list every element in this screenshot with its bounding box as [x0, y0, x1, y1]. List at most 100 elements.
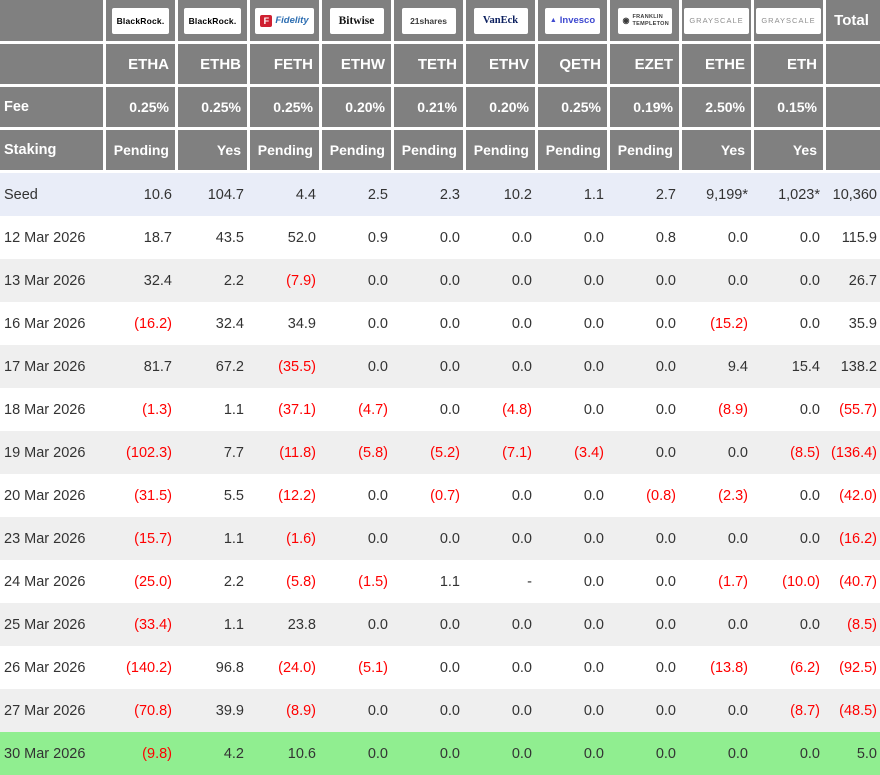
ticker-ethv[interactable]: ETHV [466, 44, 538, 87]
date-cell: 13 Mar 2026 [0, 259, 106, 302]
flow-value-cell: 0.0 [394, 517, 466, 560]
staking-row-label: Staking [0, 130, 106, 173]
flow-value-cell: 0.0 [538, 259, 610, 302]
flow-value-cell: (4.7) [322, 388, 394, 431]
flow-value-cell: 0.0 [754, 388, 826, 431]
franklin-logo[interactable]: ◉ FRANKLIN TEMPLETON [617, 7, 672, 34]
issuer-logo-cell: ◉ FRANKLIN TEMPLETON [610, 0, 682, 44]
flow-value-cell: 0.0 [466, 259, 538, 302]
invesco-logo[interactable]: ▲ Invesco [544, 7, 601, 34]
invesco-triangle-icon: ▲ [549, 17, 557, 24]
ticker-eth[interactable]: ETH [754, 44, 826, 87]
issuer-logo-cell: VanEck [466, 0, 538, 44]
grayscale-wordmark: GRAYSCALE [689, 16, 744, 25]
flow-value-cell: 0.0 [754, 603, 826, 646]
ticker-etha[interactable]: ETHA [106, 44, 178, 87]
flow-value-cell: 0.0 [322, 474, 394, 517]
flow-value-cell: (40.7) [826, 560, 880, 603]
flow-value-cell: 0.0 [466, 474, 538, 517]
21shares-logo[interactable]: 21shares [401, 7, 456, 34]
flow-value-cell: 0.0 [610, 732, 682, 775]
fee-value: 0.20% [466, 87, 538, 130]
table-header: BlackRock. BlackRock. F Fidelity Bitwise 21sh… [0, 0, 880, 173]
ticker-teth[interactable]: TETH [394, 44, 466, 87]
blackrock-logo[interactable]: BlackRock. [111, 7, 170, 34]
date-cell: 16 Mar 2026 [0, 302, 106, 345]
fee-value: 0.25% [178, 87, 250, 130]
flow-value-cell: (5.8) [250, 560, 322, 603]
grayscale-wordmark: GRAYSCALE [761, 16, 816, 25]
table-row: 26 Mar 2026 (140.2) 96.8 (24.0) (5.1) 0.0 0.0 0… [0, 646, 880, 689]
flow-value-cell: (4.8) [466, 388, 538, 431]
flow-value-cell: 0.0 [682, 517, 754, 560]
ticker-ethb[interactable]: ETHB [178, 44, 250, 87]
staking-value: Pending [610, 130, 682, 173]
table-row: 20 Mar 2026 (31.5) 5.5 (12.2) 0.0 (0.7) 0.0 0.0… [0, 474, 880, 517]
flow-value-cell: 1.1 [178, 603, 250, 646]
flow-value-cell: 15.4 [754, 345, 826, 388]
flow-value-cell: 10.6 [250, 732, 322, 775]
date-cell: 23 Mar 2026 [0, 517, 106, 560]
flow-value-cell: 0.0 [466, 732, 538, 775]
table-row: 12 Mar 2026 18.7 43.5 52.0 0.9 0.0 0.0 0.0 0.8 0.… [0, 216, 880, 259]
flow-value-cell: (0.7) [394, 474, 466, 517]
blackrock-logo[interactable]: BlackRock. [183, 7, 242, 34]
flow-value-cell: (5.1) [322, 646, 394, 689]
date-cell: 24 Mar 2026 [0, 560, 106, 603]
table-body: Seed 10.6 104.7 4.4 2.5 2.3 10.2 1.1 2.7 9,199* 1,… [0, 173, 880, 775]
flow-value-cell: (37.1) [250, 388, 322, 431]
franklin-wordmark: FRANKLIN TEMPLETON [632, 13, 670, 27]
flow-value-cell: 2.2 [178, 560, 250, 603]
flow-value-cell: (13.8) [682, 646, 754, 689]
table-row: 23 Mar 2026 (15.7) 1.1 (1.6) 0.0 0.0 0.0 0.0 0.0… [0, 517, 880, 560]
ticker-ezet[interactable]: EZET [610, 44, 682, 87]
flow-value-cell: 0.0 [466, 345, 538, 388]
staking-value: Pending [322, 130, 394, 173]
staking-value: Pending [394, 130, 466, 173]
flow-value-cell: 0.0 [394, 689, 466, 732]
flow-value-cell: (9.8) [106, 732, 178, 775]
flow-value-cell: 0.0 [754, 259, 826, 302]
grayscale-logo[interactable]: GRAYSCALE [684, 7, 749, 34]
flow-value-cell: 5.5 [178, 474, 250, 517]
blackrock-wordmark: BlackRock. [116, 15, 165, 26]
vaneck-logo[interactable]: VanEck [473, 7, 528, 34]
flow-value-cell: 0.0 [322, 259, 394, 302]
flow-value-cell: 0.0 [610, 302, 682, 345]
flow-value-cell: 0.0 [682, 732, 754, 775]
flow-value-cell: (35.5) [250, 345, 322, 388]
flow-value-cell: 39.9 [178, 689, 250, 732]
ticker-feth[interactable]: FETH [250, 44, 322, 87]
ticker-qeth[interactable]: QETH [538, 44, 610, 87]
corner-cell [0, 0, 106, 44]
fidelity-logo[interactable]: F Fidelity [255, 7, 314, 34]
flow-value-cell: 0.0 [394, 259, 466, 302]
grayscale-logo[interactable]: GRAYSCALE [756, 7, 821, 34]
fee-value: 2.50% [682, 87, 754, 130]
staking-value: Yes [178, 130, 250, 173]
flow-value-cell: 67.2 [178, 345, 250, 388]
21shares-wordmark: 21shares [410, 15, 447, 26]
flow-value-cell: (6.2) [754, 646, 826, 689]
flow-value-cell: 0.0 [322, 345, 394, 388]
flow-value-cell: 0.0 [538, 646, 610, 689]
flow-value-cell: 2.3 [394, 173, 466, 216]
flow-value-cell: 0.0 [610, 689, 682, 732]
fee-value: 0.20% [322, 87, 394, 130]
flow-value-cell: 0.0 [610, 345, 682, 388]
bitwise-logo[interactable]: Bitwise [329, 7, 384, 34]
ticker-ethw[interactable]: ETHW [322, 44, 394, 87]
fee-value: 0.25% [106, 87, 178, 130]
flow-value-cell: 0.0 [538, 216, 610, 259]
flow-value-cell: 9.4 [682, 345, 754, 388]
flow-value-cell: 0.9 [322, 216, 394, 259]
flow-value-cell: 0.0 [322, 517, 394, 560]
flow-value-cell: (16.2) [106, 302, 178, 345]
flow-value-cell: 0.0 [394, 646, 466, 689]
ticker-ethe[interactable]: ETHE [682, 44, 754, 87]
flow-value-cell: 0.8 [610, 216, 682, 259]
issuer-logo-cell: Bitwise [322, 0, 394, 44]
flow-value-cell: 0.0 [754, 302, 826, 345]
flow-value-cell: 0.0 [322, 302, 394, 345]
flow-value-cell: 0.0 [754, 732, 826, 775]
